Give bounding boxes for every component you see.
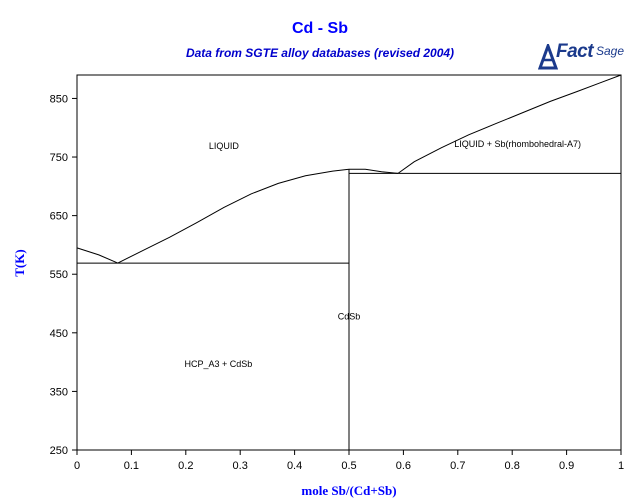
x-tick-label: 0 xyxy=(74,460,80,472)
chart-title: Cd - Sb xyxy=(292,20,348,37)
x-tick-label: 0.1 xyxy=(124,460,139,472)
y-tick-label: 850 xyxy=(50,93,68,105)
chart-subtitle: Data from SGTE alloy databases (revised … xyxy=(185,46,455,60)
phase-line-liquidus-cdsb-right xyxy=(349,168,399,174)
y-axis: 250 350 450 550 650 750 850 xyxy=(50,93,77,457)
region-label: HCP_A3 + CdSb xyxy=(185,359,253,369)
region-label: LIQUID + Sb(rhombohedral-A7) xyxy=(454,139,581,149)
x-tick-label: 0.8 xyxy=(505,460,520,472)
y-tick-label: 450 xyxy=(50,328,68,340)
x-axis: 0 0.1 0.2 0.3 0.4 0.5 0.6 0.7 0.8 0.9 1 xyxy=(74,450,624,472)
region-label: CdSb xyxy=(338,311,361,321)
x-tick-label: 0.4 xyxy=(287,460,302,472)
region-label: LIQUID xyxy=(209,141,240,151)
phase-line-liquidus-sb-side xyxy=(397,74,622,174)
y-tick-label: 650 xyxy=(50,211,68,223)
x-tick-label: 1 xyxy=(618,460,624,472)
x-tick-label: 0.9 xyxy=(559,460,574,472)
y-tick-label: 350 xyxy=(50,386,68,398)
logo-text-main: Fact xyxy=(556,41,594,62)
x-tick-label: 0.2 xyxy=(178,460,193,472)
x-axis-title: mole Sb/(Cd+Sb) xyxy=(301,483,396,498)
region-labels: LIQUID LIQUID + Sb(rhombohedral-A7) CdSb HC… xyxy=(185,139,582,369)
phase-line-liquidus-cd-side xyxy=(76,247,118,264)
x-tick-label: 0.6 xyxy=(396,460,411,472)
phase-line-liquidus-cdsb-side xyxy=(117,168,350,264)
y-tick-label: 250 xyxy=(50,445,68,457)
logo-text-tail: Sage xyxy=(596,44,625,58)
y-axis-title: T(K) xyxy=(12,249,27,276)
y-tick-label: 550 xyxy=(50,269,68,281)
x-tick-label: 0.7 xyxy=(450,460,465,472)
x-tick-label: 0.5 xyxy=(341,460,356,472)
y-tick-label: 750 xyxy=(50,152,68,164)
phase-boundaries xyxy=(76,74,622,450)
logo-mark-icon xyxy=(538,44,558,70)
x-tick-label: 0.3 xyxy=(233,460,248,472)
